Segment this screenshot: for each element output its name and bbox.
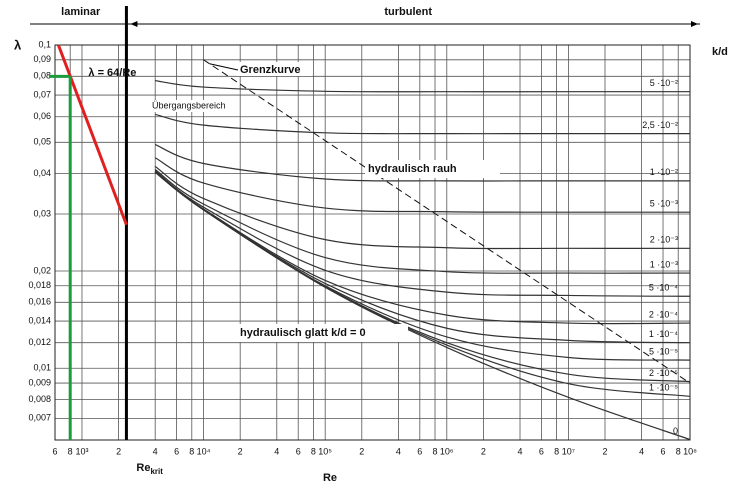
label-bg <box>365 160 500 178</box>
curve-label: 2 ·10⁻⁴ <box>649 309 678 319</box>
y-tick-label: 0,06 <box>33 111 51 121</box>
label-bg <box>238 324 408 342</box>
x-tick-label: 4 <box>153 446 158 456</box>
y-tick-label: 0,007 <box>28 413 51 423</box>
boundary-pointer <box>209 63 239 71</box>
annotation: hydraulisch glatt k/d = 0 <box>240 327 366 339</box>
y-tick-label: 0,014 <box>28 315 51 325</box>
x-tick-label: 2 <box>481 446 486 456</box>
curve-label: 1 ·10⁻² <box>650 167 678 177</box>
re-krit-label: Rekrit <box>136 462 163 476</box>
curve-label: 1 ·10⁻⁴ <box>649 329 678 339</box>
y2-axis-label: k/d <box>712 46 728 58</box>
x-tick-label: 4 <box>396 446 401 456</box>
x-tick-label: 8 <box>676 446 681 456</box>
x-tick-label: 8 <box>189 446 194 456</box>
label-bg <box>150 100 238 112</box>
curve-label: 5 ·10⁻³ <box>650 199 678 209</box>
x-tick-label: 4 <box>274 446 279 456</box>
x-tick-label: 6 <box>661 446 666 456</box>
curve-label: 5 ·10⁻⁵ <box>649 346 678 356</box>
y-tick-label: 0,1 <box>38 39 51 49</box>
y-tick-label: 0,02 <box>33 265 51 275</box>
x-tick-label: 10⁸ <box>683 446 697 456</box>
x-tick-label: 6 <box>539 446 544 456</box>
x-tick-label: 2 <box>116 446 121 456</box>
x-tick-label: 6 <box>174 446 179 456</box>
x-tick-label: 4 <box>639 446 644 456</box>
boundary-line <box>203 59 691 384</box>
plot-frame <box>54 44 691 441</box>
friction-curve <box>154 169 691 274</box>
y-tick-label: 0,01 <box>33 363 51 373</box>
x-tick-label: 10⁴ <box>197 446 211 456</box>
region-label: turbulent <box>384 6 432 18</box>
curve-label: 2 ·10⁻⁵ <box>649 368 678 378</box>
curve-label: 5 ·10⁻⁴ <box>649 283 678 293</box>
curve-label: 2 ·10⁻³ <box>650 235 678 245</box>
re-krit-sub: krit <box>150 467 163 476</box>
y-tick-label: 0,04 <box>33 168 51 178</box>
friction-curve <box>154 144 690 182</box>
x-tick-label: 6 <box>52 446 57 456</box>
y-tick-label: 0,009 <box>28 377 51 387</box>
annotation: hydraulisch rauh <box>368 163 457 175</box>
friction-curve <box>155 80 690 93</box>
x-tick-label: 10⁷ <box>562 446 575 456</box>
x-tick-label: 10⁵ <box>318 446 332 456</box>
y-tick-label: 0,08 <box>33 71 51 81</box>
curve-label: 1 ·10⁻⁵ <box>649 383 678 393</box>
x-tick-label: 2 <box>359 446 364 456</box>
x-tick-label: 8 <box>554 446 559 456</box>
y-tick-label: 0,008 <box>28 394 51 404</box>
curve-label: 0 <box>673 426 678 436</box>
curve-label: 1 ·10⁻³ <box>650 259 678 269</box>
x-tick-label: 6 <box>296 446 301 456</box>
y-tick-label: 0,09 <box>33 54 51 64</box>
friction-curve <box>154 170 691 297</box>
friction-curve <box>155 113 690 135</box>
laminar-label: λ = 64/Re <box>88 67 136 79</box>
curve-label: 2,5 ·10⁻² <box>642 120 678 130</box>
annotation: Übergangsbereich <box>152 100 226 110</box>
y-tick-label: 0,016 <box>28 297 51 307</box>
y-tick-label: 0,012 <box>28 337 51 347</box>
x-tick-label: 8 <box>432 446 437 456</box>
re-krit-main: Re <box>136 462 150 474</box>
x-tick-label: 2 <box>602 446 607 456</box>
x-tick-label: 8 <box>68 446 73 456</box>
x-axis-label: Re <box>323 472 337 484</box>
friction-curve <box>154 165 691 250</box>
y-tick-label: 0,05 <box>33 137 51 147</box>
x-tick-label: 6 <box>417 446 422 456</box>
y-tick-label: 0,07 <box>33 89 51 99</box>
x-tick-label: 2 <box>238 446 243 456</box>
region-label: laminar <box>61 6 101 18</box>
y-axis-label: λ <box>14 37 22 52</box>
x-tick-label: 4 <box>517 446 522 456</box>
curve-label: 5 ·10⁻² <box>650 78 678 88</box>
boundary-label: Grenzkurve <box>240 64 301 76</box>
y-tick-label: 0,03 <box>33 208 51 218</box>
x-tick-label: 10³ <box>75 446 88 456</box>
friction-curve <box>154 157 691 213</box>
y-tick-label: 0,018 <box>28 280 51 290</box>
x-tick-label: 8 <box>311 446 316 456</box>
x-tick-label: 10⁶ <box>440 446 454 456</box>
label-bg <box>236 62 312 76</box>
